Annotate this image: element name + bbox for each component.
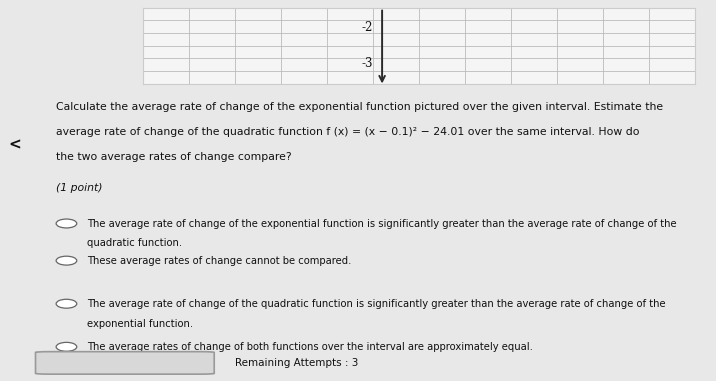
Circle shape	[56, 256, 77, 265]
Text: -3: -3	[362, 57, 373, 70]
FancyBboxPatch shape	[36, 352, 214, 374]
Text: (1 point): (1 point)	[56, 183, 102, 194]
Text: quadratic function.: quadratic function.	[87, 239, 182, 248]
Text: Calculate the average rate of change of the exponential function pictured over t: Calculate the average rate of change of …	[56, 102, 663, 112]
Text: Remaining Attempts : 3: Remaining Attempts : 3	[235, 358, 358, 368]
Text: average rate of change of the quadratic function f (x) = (x − 0.1)² − 24.01 over: average rate of change of the quadratic …	[56, 127, 639, 137]
Text: the two average rates of change compare?: the two average rates of change compare?	[56, 152, 291, 162]
Text: <: <	[8, 137, 21, 152]
Text: -2: -2	[362, 21, 373, 34]
Text: The average rate of change of the quadratic function is significantly greater th: The average rate of change of the quadra…	[87, 299, 666, 309]
Circle shape	[56, 299, 77, 308]
Text: exponential function.: exponential function.	[87, 319, 193, 328]
Text: Check answer: Check answer	[88, 358, 162, 368]
Circle shape	[56, 343, 77, 351]
Text: These average rates of change cannot be compared.: These average rates of change cannot be …	[87, 256, 352, 266]
Circle shape	[56, 219, 77, 228]
Text: The average rate of change of the exponential function is significantly greater : The average rate of change of the expone…	[87, 219, 677, 229]
Text: The average rates of change of both functions over the interval are approximatel: The average rates of change of both func…	[87, 343, 533, 352]
